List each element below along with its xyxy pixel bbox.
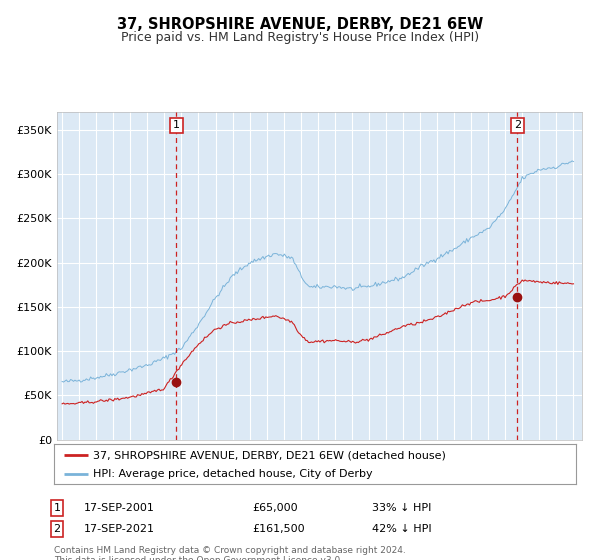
Text: 37, SHROPSHIRE AVENUE, DERBY, DE21 6EW: 37, SHROPSHIRE AVENUE, DERBY, DE21 6EW <box>117 17 483 31</box>
Text: 2: 2 <box>514 120 521 130</box>
Text: 33% ↓ HPI: 33% ↓ HPI <box>372 503 431 513</box>
Text: 1: 1 <box>53 503 61 513</box>
Text: Contains HM Land Registry data © Crown copyright and database right 2024.
This d: Contains HM Land Registry data © Crown c… <box>54 546 406 560</box>
Text: £161,500: £161,500 <box>252 524 305 534</box>
Text: 17-SEP-2021: 17-SEP-2021 <box>84 524 155 534</box>
Text: HPI: Average price, detached house, City of Derby: HPI: Average price, detached house, City… <box>93 469 373 479</box>
Text: 17-SEP-2001: 17-SEP-2001 <box>84 503 155 513</box>
Text: 37, SHROPSHIRE AVENUE, DERBY, DE21 6EW (detached house): 37, SHROPSHIRE AVENUE, DERBY, DE21 6EW (… <box>93 450 446 460</box>
Text: 2: 2 <box>53 524 61 534</box>
Text: 42% ↓ HPI: 42% ↓ HPI <box>372 524 431 534</box>
Text: £65,000: £65,000 <box>252 503 298 513</box>
Text: 1: 1 <box>173 120 180 130</box>
Text: Price paid vs. HM Land Registry's House Price Index (HPI): Price paid vs. HM Land Registry's House … <box>121 31 479 44</box>
